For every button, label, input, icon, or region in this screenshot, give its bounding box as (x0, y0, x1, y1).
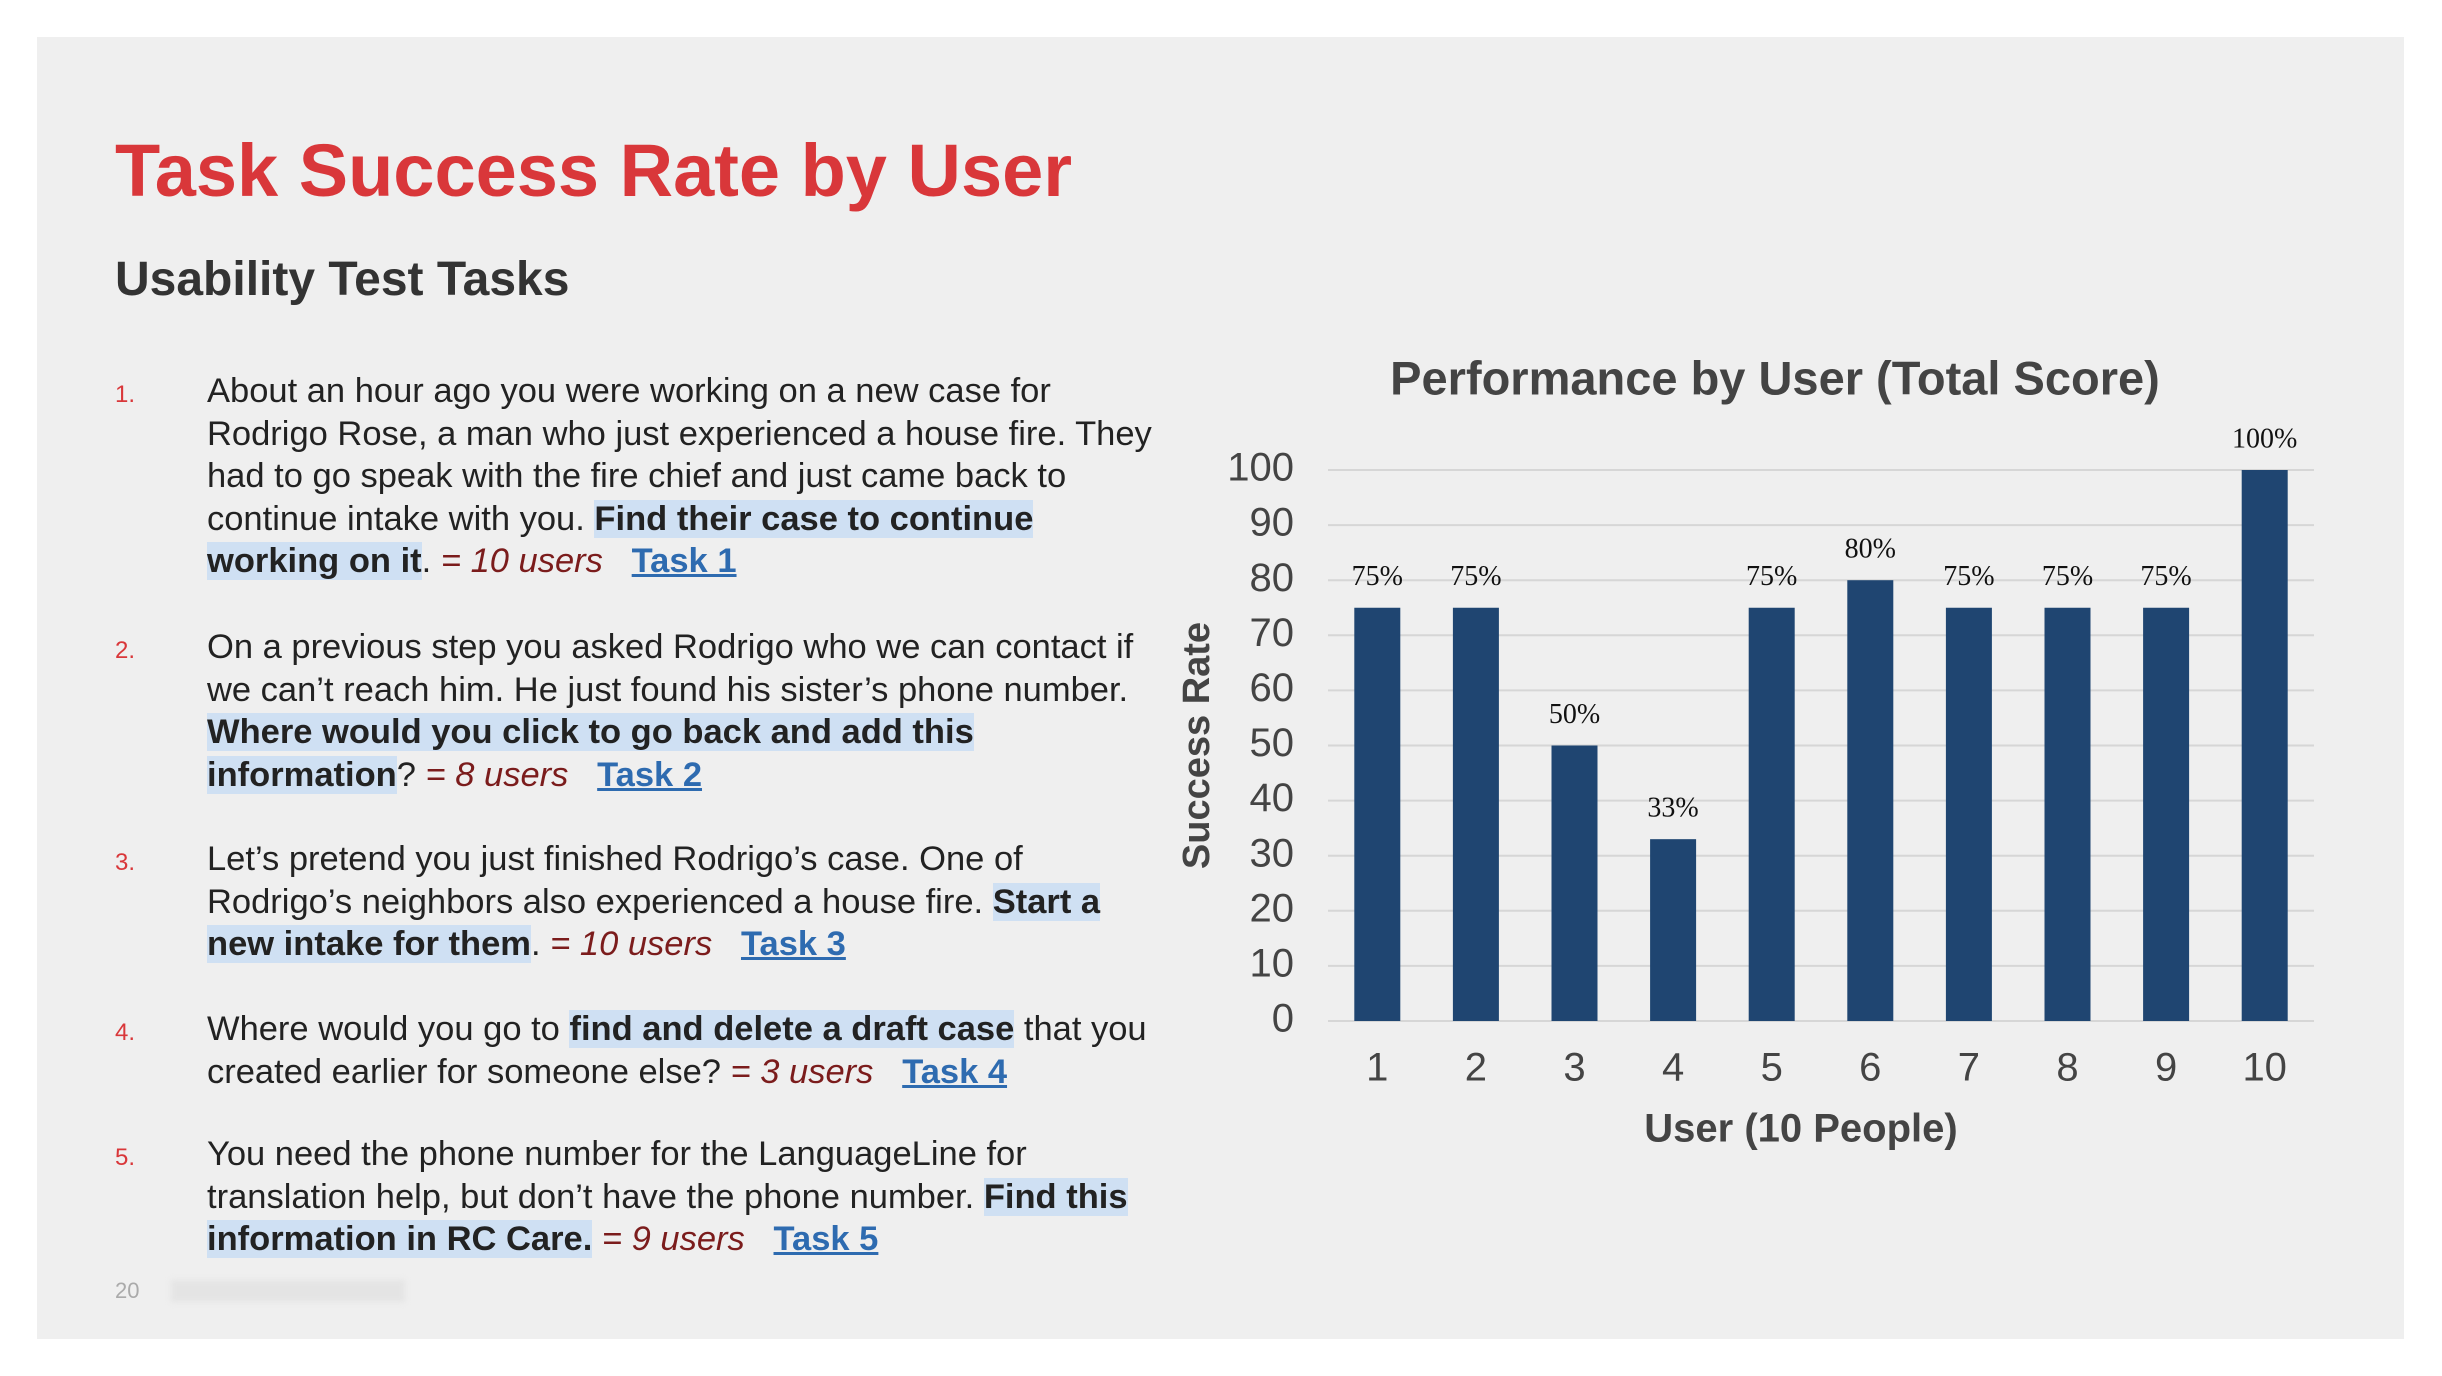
task-text: You need the phone number for the Langua… (207, 1135, 1027, 1216)
task-link[interactable]: Task 4 (902, 1052, 1008, 1091)
data-label: 33% (1647, 793, 1698, 824)
bar (2044, 607, 2091, 1021)
task-number: 2. (115, 637, 136, 664)
x-tick-label: 10 (2242, 1046, 2287, 1090)
task-number: 1. (115, 381, 136, 408)
y-tick-label: 60 (1250, 666, 1295, 710)
redacted-footer (171, 1280, 405, 1302)
bar (1748, 607, 1795, 1021)
y-tick-label: 0 (1272, 997, 1294, 1041)
bar (1847, 580, 1894, 1021)
slide-subtitle: Usability Test Tasks (115, 253, 570, 306)
task-result: = 10 users (440, 542, 603, 580)
task-number: 4. (115, 1019, 136, 1046)
task-text: Where would you go to (207, 1010, 560, 1048)
x-tick-label: 8 (2056, 1046, 2078, 1090)
task-item: 5. You need the phone number for the Lang… (115, 1133, 1175, 1261)
task-item: 2. On a previous step you asked Rodrigo w… (115, 626, 1175, 796)
task-text: that you created earlier for someone els… (207, 1010, 1147, 1091)
data-label: 75% (2042, 561, 2093, 592)
task-number: 5. (115, 1144, 136, 1171)
y-tick-label: 10 (1250, 941, 1295, 985)
data-label: 75% (1746, 561, 1797, 592)
x-tick-label: 1 (1366, 1046, 1388, 1090)
x-tick-label: 4 (1662, 1046, 1684, 1090)
y-tick-label: 90 (1250, 501, 1295, 545)
y-tick-label: 70 (1250, 611, 1295, 655)
chart-title: Performance by User (Total Score) (1390, 351, 2160, 404)
y-axis-label: Success Rate (1176, 622, 1218, 869)
task-number: 3. (115, 849, 136, 876)
task-body: About an hour ago you were working on a … (207, 370, 1175, 583)
y-tick-label: 20 (1250, 886, 1295, 930)
bar (1945, 607, 1992, 1021)
y-tick-label: 80 (1250, 556, 1295, 600)
task-link[interactable]: Task 1 (631, 542, 737, 580)
slide-title: Task Success Rate by User (115, 129, 1073, 212)
task-text: About an hour ago you were working on a … (207, 372, 1152, 538)
task-link[interactable]: Task 5 (773, 1220, 879, 1258)
bar (2143, 607, 2190, 1021)
task-text: On a previous step you asked Rodrigo who… (207, 628, 1134, 709)
task-link[interactable]: Task 2 (597, 755, 703, 794)
bar (1551, 745, 1598, 1021)
bar (2241, 470, 2288, 1021)
y-tick-label: 100 (1227, 446, 1294, 490)
task-text: ? (396, 755, 416, 794)
data-label: 75% (2140, 561, 2191, 592)
y-tick-label: 40 (1250, 776, 1295, 820)
data-label: 80% (1845, 534, 1896, 565)
slide (37, 37, 2404, 1339)
x-axis-label: User (10 People) (1644, 1107, 1957, 1151)
task-result: = 9 users (601, 1220, 745, 1258)
task-item: 1. About an hour ago you were working on … (115, 370, 1175, 583)
y-tick-label: 30 (1250, 831, 1295, 875)
x-tick-label: 3 (1563, 1046, 1585, 1090)
task-text: . (421, 542, 432, 580)
data-label: 75% (1450, 561, 1501, 592)
y-tick-label: 50 (1250, 721, 1295, 765)
x-tick-label: 7 (1958, 1046, 1980, 1090)
page-number: 20 (115, 1278, 140, 1303)
x-tick-label: 9 (2155, 1046, 2177, 1090)
bar (1650, 839, 1697, 1021)
task-action: find and delete a draft case (569, 1010, 1015, 1048)
bar (1354, 607, 1401, 1021)
x-tick-label: 2 (1465, 1046, 1487, 1090)
data-label: 50% (1549, 699, 1600, 730)
data-label: 75% (1943, 561, 1994, 592)
task-result: = 8 users (425, 755, 569, 794)
task-result: = 10 users (550, 925, 713, 963)
task-text: Let’s pretend you just finished Rodrigo’… (207, 840, 1023, 921)
task-link[interactable]: Task 3 (741, 925, 846, 963)
task-body: Where would you go to find and delete a … (207, 1008, 1175, 1093)
task-item: 3. Let’s pretend you just finished Rodrig… (115, 838, 1175, 966)
x-tick-label: 5 (1761, 1046, 1783, 1090)
task-item: 4. Where would you go to find and delete … (115, 1008, 1175, 1093)
task-body: On a previous step you asked Rodrigo who… (207, 626, 1175, 796)
task-body: You need the phone number for the Langua… (207, 1133, 1175, 1261)
data-label: 100% (2232, 423, 2297, 454)
x-tick-label: 6 (1859, 1046, 1881, 1090)
task-body: Let’s pretend you just finished Rodrigo’… (207, 838, 1175, 966)
task-text: . (530, 925, 541, 963)
data-label: 75% (1352, 561, 1403, 592)
bar (1452, 607, 1499, 1021)
task-result: = 3 users (730, 1052, 874, 1091)
